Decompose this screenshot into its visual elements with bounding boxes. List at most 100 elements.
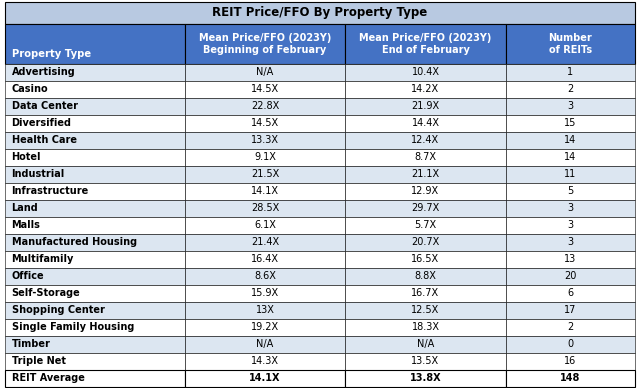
Bar — [345, 234, 506, 251]
Text: 10.4X: 10.4X — [412, 68, 440, 78]
Bar — [345, 115, 506, 132]
Text: N/A: N/A — [417, 340, 434, 350]
Bar — [506, 149, 635, 166]
Bar — [506, 64, 635, 81]
Bar — [345, 24, 506, 64]
Text: Timber: Timber — [12, 340, 51, 350]
Text: 21.1X: 21.1X — [412, 170, 440, 179]
Text: 8.6X: 8.6X — [254, 272, 276, 281]
Text: 3: 3 — [567, 101, 573, 111]
Bar — [506, 217, 635, 234]
Text: 16.5X: 16.5X — [412, 255, 440, 265]
Text: 22.8X: 22.8X — [251, 101, 279, 111]
Bar — [345, 81, 506, 98]
Text: 3: 3 — [567, 237, 573, 248]
Bar — [345, 98, 506, 115]
Text: Casino: Casino — [12, 85, 48, 94]
Text: 19.2X: 19.2X — [251, 322, 279, 333]
Bar — [506, 115, 635, 132]
Text: 13.8X: 13.8X — [410, 373, 442, 383]
Text: Mean Price/FFO (2023Y)
Beginning of February: Mean Price/FFO (2023Y) Beginning of Febr… — [198, 33, 331, 55]
Text: 3: 3 — [567, 220, 573, 230]
Bar — [345, 268, 506, 285]
Text: Malls: Malls — [12, 220, 40, 230]
Text: 14.5X: 14.5X — [251, 118, 279, 128]
Bar — [184, 115, 345, 132]
Bar — [184, 353, 345, 370]
Text: Industrial: Industrial — [12, 170, 65, 179]
Bar — [506, 132, 635, 149]
Bar — [184, 24, 345, 64]
Text: 18.3X: 18.3X — [412, 322, 440, 333]
Text: Shopping Center: Shopping Center — [12, 305, 104, 315]
Bar — [506, 81, 635, 98]
Text: 15: 15 — [564, 118, 577, 128]
Text: Office: Office — [12, 272, 44, 281]
Bar — [506, 166, 635, 183]
Bar — [184, 64, 345, 81]
Bar — [5, 183, 184, 200]
Text: Diversified: Diversified — [12, 118, 72, 128]
Text: Mean Price/FFO (2023Y)
End of February: Mean Price/FFO (2023Y) End of February — [359, 33, 492, 55]
Bar — [184, 234, 345, 251]
Bar — [184, 183, 345, 200]
Bar — [5, 268, 184, 285]
Bar — [5, 64, 184, 81]
Text: 14.5X: 14.5X — [251, 85, 279, 94]
Text: 6: 6 — [567, 288, 573, 298]
Text: 14.1X: 14.1X — [251, 187, 279, 196]
Text: 20.7X: 20.7X — [412, 237, 440, 248]
Text: 21.5X: 21.5X — [251, 170, 279, 179]
Text: 13.3X: 13.3X — [251, 135, 279, 146]
Bar — [5, 2, 635, 24]
Text: 11: 11 — [564, 170, 577, 179]
Text: Multifamily: Multifamily — [12, 255, 74, 265]
Text: 12.9X: 12.9X — [412, 187, 440, 196]
Text: Infrastructure: Infrastructure — [12, 187, 89, 196]
Bar — [184, 98, 345, 115]
Text: 0: 0 — [567, 340, 573, 350]
Text: N/A: N/A — [256, 340, 273, 350]
Bar — [5, 98, 184, 115]
Text: Property Type: Property Type — [12, 49, 91, 59]
Bar — [5, 166, 184, 183]
Text: 2: 2 — [567, 322, 573, 333]
Text: 14: 14 — [564, 152, 577, 163]
Text: REIT Average: REIT Average — [12, 373, 84, 383]
Text: 20: 20 — [564, 272, 577, 281]
Text: 16.4X: 16.4X — [251, 255, 279, 265]
Text: 8.8X: 8.8X — [415, 272, 436, 281]
Bar — [345, 200, 506, 217]
Bar — [506, 234, 635, 251]
Text: 16.7X: 16.7X — [412, 288, 440, 298]
Bar — [5, 132, 184, 149]
Text: 13.5X: 13.5X — [412, 357, 440, 366]
Bar — [5, 217, 184, 234]
Bar — [506, 319, 635, 336]
Bar — [506, 98, 635, 115]
Text: 28.5X: 28.5X — [251, 203, 279, 213]
Text: Manufactured Housing: Manufactured Housing — [12, 237, 137, 248]
Bar — [184, 217, 345, 234]
Text: Hotel: Hotel — [12, 152, 41, 163]
Bar — [184, 285, 345, 302]
Text: 13X: 13X — [255, 305, 275, 315]
Text: 13: 13 — [564, 255, 577, 265]
Text: 12.5X: 12.5X — [412, 305, 440, 315]
Bar — [184, 302, 345, 319]
Text: 21.9X: 21.9X — [412, 101, 440, 111]
Text: 12.4X: 12.4X — [412, 135, 440, 146]
Text: Triple Net: Triple Net — [12, 357, 65, 366]
Bar — [345, 64, 506, 81]
Bar — [184, 336, 345, 353]
Bar — [5, 115, 184, 132]
Bar — [506, 200, 635, 217]
Bar — [184, 149, 345, 166]
Text: 9.1X: 9.1X — [254, 152, 276, 163]
Bar — [5, 370, 184, 387]
Bar — [5, 336, 184, 353]
Bar — [5, 285, 184, 302]
Bar — [506, 353, 635, 370]
Text: 14.4X: 14.4X — [412, 118, 440, 128]
Bar — [5, 200, 184, 217]
